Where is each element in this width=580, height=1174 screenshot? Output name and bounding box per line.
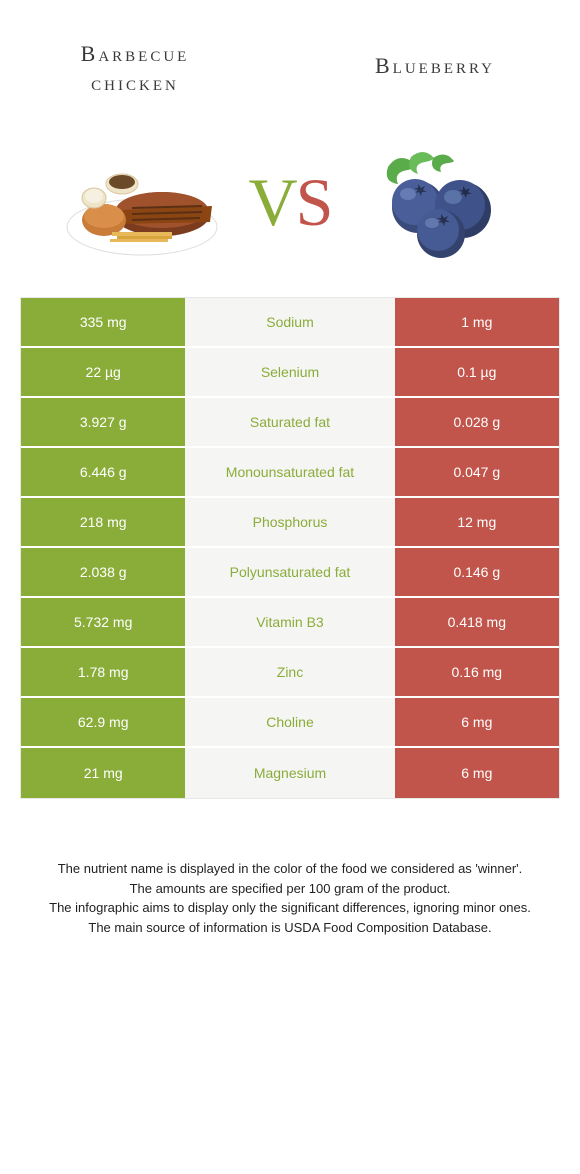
left-value-cell: 22 µg [21, 348, 185, 396]
nutrient-label-cell: Magnesium [185, 748, 394, 798]
right-value-cell: 6 mg [395, 748, 559, 798]
left-food-title: Barbecue chicken [50, 40, 220, 97]
left-value-cell: 2.038 g [21, 548, 185, 596]
right-value-cell: 0.16 mg [395, 648, 559, 696]
header: Barbecue chicken Blueberry [0, 0, 580, 117]
footer-line: The amounts are specified per 100 gram o… [30, 879, 550, 899]
footer-line: The nutrient name is displayed in the co… [30, 859, 550, 879]
left-value-cell: 3.927 g [21, 398, 185, 446]
nutrient-label-cell: Sodium [185, 298, 394, 346]
nutrient-label-cell: Polyunsaturated fat [185, 548, 394, 596]
footer-line: The main source of information is USDA F… [30, 918, 550, 938]
left-value-cell: 335 mg [21, 298, 185, 346]
left-value-cell: 5.732 mg [21, 598, 185, 646]
nutrient-row: 62.9 mgCholine6 mg [21, 698, 559, 748]
nutrient-label-cell: Zinc [185, 648, 394, 696]
nutrient-label-cell: Saturated fat [185, 398, 394, 446]
right-value-cell: 6 mg [395, 698, 559, 746]
nutrient-row: 6.446 gMonounsaturated fat0.047 g [21, 448, 559, 498]
vs-row: VS [0, 117, 580, 297]
right-value-cell: 0.418 mg [395, 598, 559, 646]
left-value-cell: 6.446 g [21, 448, 185, 496]
nutrient-row: 2.038 gPolyunsaturated fat0.146 g [21, 548, 559, 598]
nutrient-row: 335 mgSodium1 mg [21, 298, 559, 348]
nutrient-row: 1.78 mgZinc0.16 mg [21, 648, 559, 698]
nutrient-row: 218 mgPhosphorus12 mg [21, 498, 559, 548]
vs-label: VS [230, 163, 350, 242]
nutrient-table: 335 mgSodium1 mg22 µgSelenium0.1 µg3.927… [20, 297, 560, 799]
nutrient-row: 5.732 mgVitamin B30.418 mg [21, 598, 559, 648]
right-value-cell: 0.028 g [395, 398, 559, 446]
nutrient-row: 22 µgSelenium0.1 µg [21, 348, 559, 398]
left-value-cell: 62.9 mg [21, 698, 185, 746]
nutrient-row: 21 mgMagnesium6 mg [21, 748, 559, 798]
right-value-cell: 0.047 g [395, 448, 559, 496]
vs-s-letter: S [296, 164, 332, 240]
right-value-cell: 0.146 g [395, 548, 559, 596]
nutrient-label-cell: Choline [185, 698, 394, 746]
blueberry-image [358, 137, 518, 267]
left-value-cell: 218 mg [21, 498, 185, 546]
nutrient-label-cell: Selenium [185, 348, 394, 396]
left-value-cell: 1.78 mg [21, 648, 185, 696]
barbecue-chicken-image [62, 137, 222, 267]
right-food-title: Blueberry [350, 52, 520, 97]
nutrient-row: 3.927 gSaturated fat0.028 g [21, 398, 559, 448]
vs-v-letter: V [249, 164, 296, 240]
right-value-cell: 12 mg [395, 498, 559, 546]
footer-notes: The nutrient name is displayed in the co… [30, 859, 550, 937]
right-value-cell: 0.1 µg [395, 348, 559, 396]
nutrient-label-cell: Monounsaturated fat [185, 448, 394, 496]
footer-line: The infographic aims to display only the… [30, 898, 550, 918]
right-value-cell: 1 mg [395, 298, 559, 346]
nutrient-label-cell: Phosphorus [185, 498, 394, 546]
nutrient-label-cell: Vitamin B3 [185, 598, 394, 646]
left-value-cell: 21 mg [21, 748, 185, 798]
